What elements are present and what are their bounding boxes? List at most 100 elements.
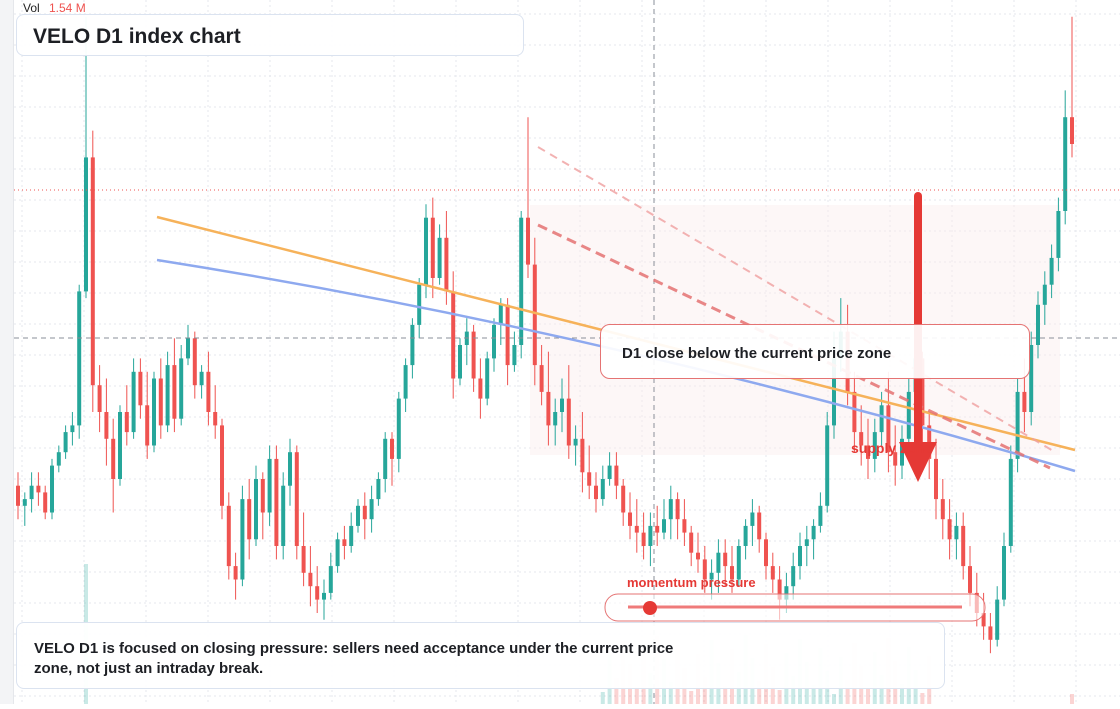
volume-bar (668, 682, 673, 704)
title-panel: VELO D1 index chart (16, 14, 524, 56)
volume-bar (900, 684, 904, 704)
candle-body (328, 566, 333, 593)
candle-body (294, 452, 299, 546)
candle-body (784, 586, 789, 600)
candle-body (811, 525, 816, 540)
candle-body (22, 499, 27, 506)
candle-body (199, 371, 204, 386)
candle-body (560, 398, 564, 412)
candle-body (1070, 117, 1074, 144)
candle-body (417, 284, 422, 325)
candle-body (349, 525, 354, 546)
candle-body (70, 425, 75, 433)
candle-body (390, 438, 394, 459)
candle-body (254, 479, 258, 540)
candle-body (458, 345, 462, 379)
candle-body (444, 237, 449, 292)
down-arrow-head (899, 442, 937, 482)
candle-body (118, 412, 122, 479)
candle-body (192, 338, 197, 386)
candle-body (288, 452, 292, 486)
candle-body (186, 338, 190, 359)
candle-body (43, 492, 48, 513)
volume-value: 1.54 M (49, 1, 86, 15)
candle-body (947, 519, 952, 540)
candle-body (356, 505, 360, 526)
candle-body (934, 458, 938, 500)
candle-body (90, 157, 95, 386)
candle-body (478, 378, 483, 399)
candle-body (607, 465, 612, 479)
candle-body (396, 398, 401, 459)
callout-text: D1 close below the current price zone (622, 345, 892, 362)
candle-body (743, 525, 748, 546)
candle-body (655, 525, 660, 533)
candle-body (702, 559, 707, 580)
candle-body (1022, 391, 1027, 412)
candle-body (124, 412, 129, 433)
candle-body (301, 546, 306, 573)
candle-body (587, 472, 592, 486)
price-scale-edge (0, 0, 14, 704)
candle-body (16, 485, 20, 506)
candle-body (546, 391, 551, 426)
candle-body (961, 525, 966, 567)
candle-body (668, 499, 673, 520)
candle-body (995, 599, 1000, 640)
candle-body (1049, 257, 1054, 285)
commentary-text: VELO D1 is focused on closing pressure: … (34, 640, 674, 677)
candle-body (804, 539, 809, 546)
candle-body (519, 217, 524, 345)
candle-body (281, 485, 286, 546)
candle-body (172, 365, 177, 419)
volume-bar (832, 694, 836, 704)
candle-body (770, 566, 775, 580)
candle-body (1002, 546, 1006, 600)
candle-body (920, 358, 925, 426)
candle-body (764, 539, 768, 567)
candle-body (36, 485, 41, 493)
candle-body (29, 485, 34, 500)
candle-body (798, 546, 802, 567)
candle-body (376, 479, 381, 500)
volume-bar (689, 691, 694, 704)
candle-body (675, 499, 680, 520)
candle-body (696, 552, 700, 560)
candle-body (634, 525, 639, 533)
callout-panel: D1 close below the current price zone (600, 324, 1030, 379)
candle-body (152, 378, 156, 446)
candle-body (56, 452, 61, 466)
candle-body (308, 572, 313, 587)
candle-body (886, 405, 891, 453)
candle-body (682, 519, 687, 533)
candle-body (383, 438, 388, 479)
candle-body (566, 398, 571, 446)
candle-body (539, 365, 544, 392)
candle-body (492, 324, 496, 359)
candle-body (485, 358, 490, 399)
candle-body (981, 613, 986, 627)
candle-body (1063, 117, 1068, 211)
candle-body (526, 217, 530, 265)
candle-body (968, 566, 972, 593)
candle-body (233, 566, 238, 580)
candle-body (818, 505, 823, 526)
candle-body (689, 532, 694, 553)
candle-body (641, 532, 646, 546)
candle-body (723, 552, 728, 567)
volume-bar (634, 687, 639, 704)
candle-body (247, 499, 252, 540)
volume-bar (757, 681, 762, 704)
candle-body (736, 546, 741, 580)
candle-body (532, 264, 537, 366)
candle-body (437, 237, 442, 278)
candle-body (260, 479, 265, 513)
resistance-line-dashed (537, 223, 1051, 470)
commentary-panel: VELO D1 is focused on closing pressure: … (16, 622, 945, 689)
candle-body (158, 378, 163, 426)
candle-body (240, 499, 245, 580)
candle-body (226, 505, 231, 567)
candle-body (879, 405, 884, 433)
candle-body (84, 157, 88, 292)
candle-body (600, 479, 605, 500)
